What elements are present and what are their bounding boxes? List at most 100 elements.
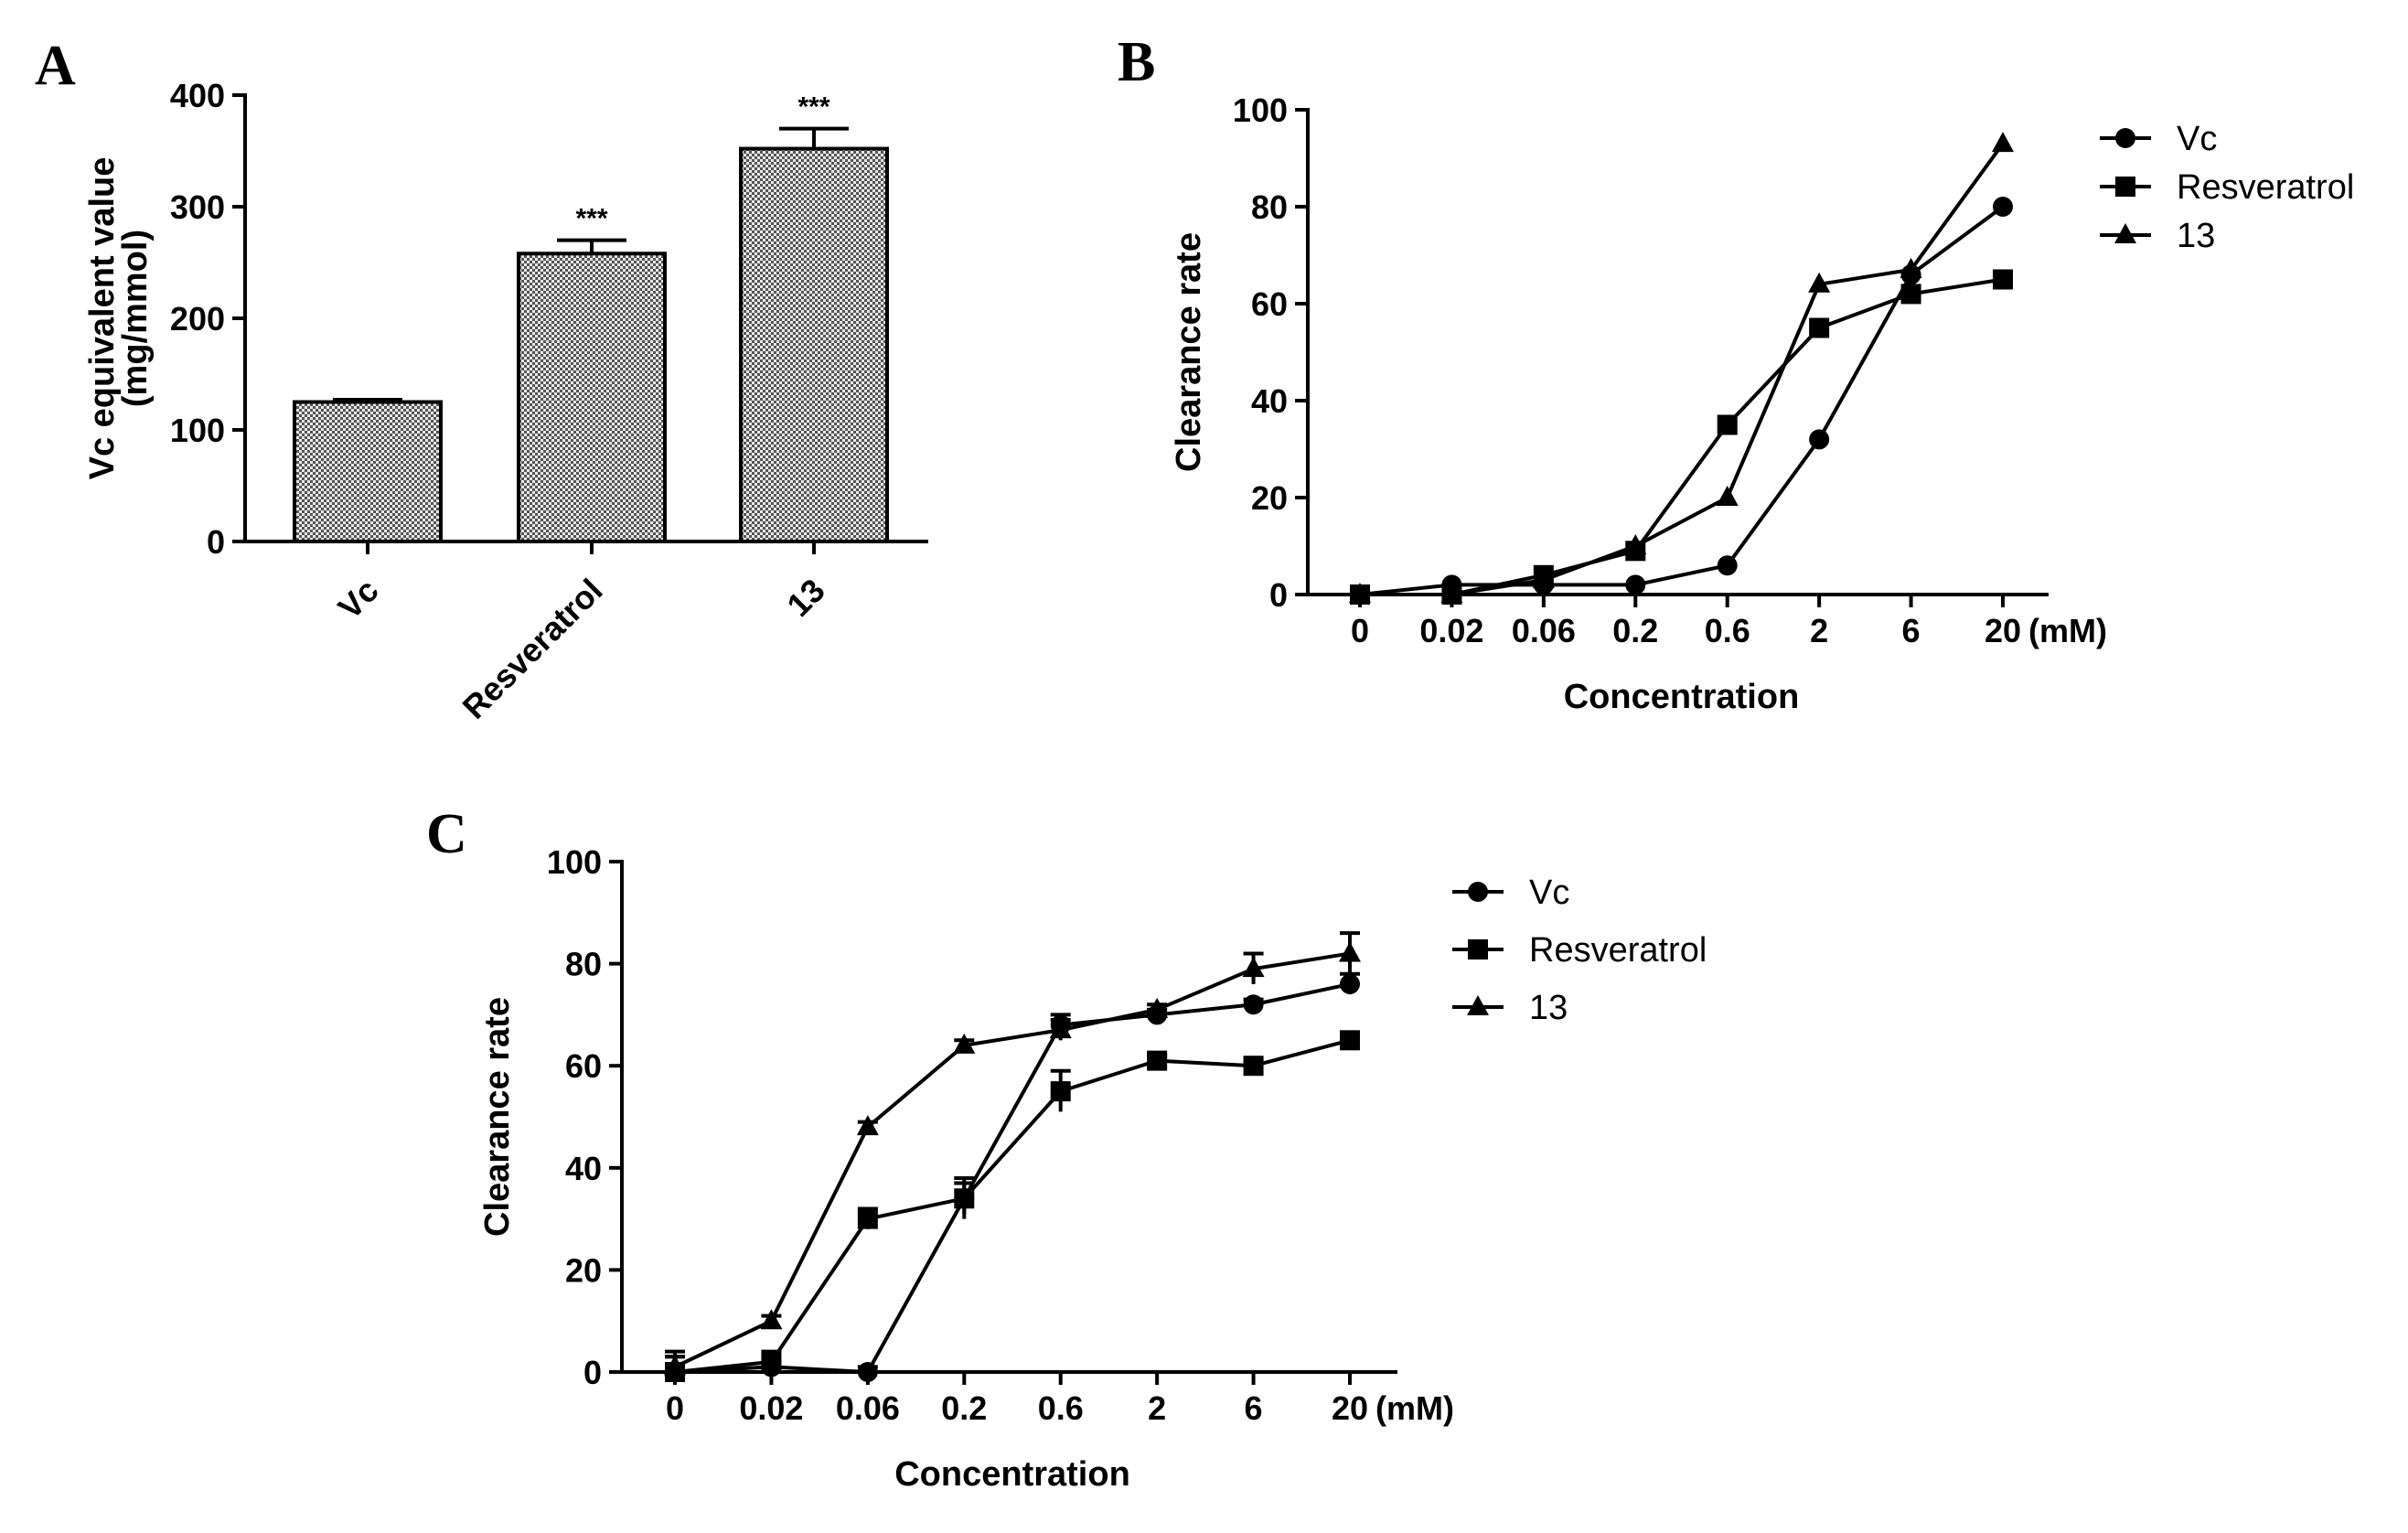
panel-a-bar — [293, 400, 443, 543]
panel-a-y-tick-label: 200 — [170, 300, 225, 338]
panel-c-series-resveratrol-line — [674, 1038, 1351, 1374]
panel-c-series-resveratrol-point — [1050, 1081, 1071, 1102]
panel-c-series-13-point — [664, 1355, 686, 1376]
panel-b-y-tick-label: 100 — [1233, 91, 1288, 129]
panel-c-legend-marker — [1468, 882, 1488, 902]
panel-c-y-tick-label: 100 — [547, 843, 602, 881]
panel-b-series-13-point — [1440, 583, 1463, 603]
panel-c-x-tick-label: 0.2 — [941, 1389, 987, 1427]
panel-b-series-13-point — [1624, 534, 1647, 554]
panel-c-x-tick-label: 0.02 — [739, 1389, 803, 1427]
panel-b-legend-marker — [2115, 128, 2135, 148]
panel-b-y-tick-label: 80 — [1251, 188, 1288, 226]
panel-a-bar-chart: 0 100 200 300 400 Vc *** Resveratrol *** 13 (mg/mm… — [83, 77, 928, 726]
panel-b-y-tick-label: 40 — [1251, 382, 1288, 420]
panel-b-x-tick-label: 0.2 — [1612, 612, 1658, 649]
panel-a-significance-label: *** — [575, 204, 607, 234]
panel-b-y-tick-label: 0 — [1269, 576, 1288, 614]
panel-b-series-13-point — [1900, 257, 1922, 278]
panel-c-y-tick-label: 80 — [565, 946, 602, 983]
panel-b-y-axis-title: Clearance rate — [1170, 232, 1208, 472]
panel-c-series-vc-point — [1243, 994, 1264, 1015]
panel-a-bar — [517, 252, 667, 543]
panel-c-series-13-point — [1146, 997, 1169, 1018]
panel-b-x-tick-label: 20 — [1985, 612, 2021, 649]
panel-b-legend-label: 13 — [2177, 217, 2215, 255]
panel-c-x-tick-label: 2 — [1148, 1389, 1166, 1427]
panel-b-y-tick-label: 60 — [1251, 285, 1288, 323]
panel-b-legend-marker — [2115, 177, 2135, 197]
panel-a-y-tick-label: 0 — [207, 523, 225, 561]
panel-b-series-resveratrol-point — [1809, 317, 1830, 338]
panel-c-y-tick-label: 60 — [565, 1047, 602, 1085]
panel-c-legend-marker — [1468, 939, 1488, 959]
panel-b-legend-label: Vc — [2177, 120, 2217, 158]
panel-label-b: B — [1118, 31, 1155, 93]
panel-c-unit-label: (mM) — [1375, 1389, 1454, 1427]
panel-b-x-tick-label: 0.02 — [1419, 612, 1483, 649]
panel-b-series-13-point — [1532, 568, 1555, 589]
panel-c-y-tick-label: 40 — [565, 1150, 602, 1187]
panel-c-series-resveratrol-point — [857, 1208, 878, 1229]
panel-b-series-13-line — [1360, 142, 2005, 596]
panel-c-y-tick-label: 0 — [583, 1354, 602, 1391]
panel-a-significance-label: *** — [797, 92, 829, 123]
panel-c-x-tick-label: 6 — [1245, 1389, 1263, 1427]
panel-c-series-13-point — [856, 1115, 879, 1136]
panel-c-x-tick-label: 0.06 — [836, 1389, 900, 1427]
panel-c-legend-label: 13 — [1529, 989, 1568, 1027]
panel-b-legend-label: Resveratrol — [2177, 168, 2354, 207]
panel-a-x-tick-label: Resveratrol — [455, 572, 610, 726]
panel-c-legend-label: Resveratrol — [1529, 931, 1707, 970]
panel-b-series-13-point — [1349, 583, 1371, 603]
panel-c-series-resveratrol-point — [954, 1188, 975, 1209]
panel-c-series-13-point — [953, 1033, 976, 1054]
panel-b-series-vc-point — [1625, 574, 1646, 595]
panel-c-series-13-point — [1049, 1018, 1072, 1039]
panel-c-series-resveratrol-point — [761, 1351, 782, 1372]
panel-c-series-resveratrol-point — [1243, 1056, 1264, 1077]
panel-c-series-resveratrol-point — [1147, 1050, 1168, 1071]
panel-b-y-tick-label: 20 — [1251, 479, 1288, 517]
panel-c-series-13-line — [674, 951, 1351, 1369]
panel-c-x-axis-title: Concentration — [894, 1455, 1130, 1494]
panel-c-x-tick-label: 0.6 — [1038, 1389, 1084, 1427]
panel-b-series-vc-point — [1717, 555, 1738, 576]
panel-a-y-axis-title: Vc equivalent value — [83, 157, 122, 480]
panel-c-legend-label: Vc — [1529, 874, 1569, 912]
panel-c-y-tick-label: 20 — [565, 1251, 602, 1289]
panel-a-x-tick-label: 13 — [779, 572, 831, 624]
panel-b-x-tick-label: 6 — [1902, 612, 1921, 649]
panel-c-series-vc-point — [857, 1362, 878, 1382]
panel-b-series-resveratrol-point — [1993, 269, 2013, 290]
panel-a-x-tick-label: Vc — [331, 572, 386, 627]
panel-c-series-vc-line — [674, 981, 1351, 1374]
panel-b-x-tick-label: 0 — [1351, 612, 1369, 649]
panel-b-series-vc-line — [1359, 205, 2005, 596]
panel-label-a: A — [35, 35, 76, 97]
panel-b-legend-marker — [2114, 223, 2136, 243]
panel-b-series-vc-point — [1809, 429, 1830, 450]
panel-b-series-13-point — [1808, 272, 1831, 293]
panel-c-x-tick-label: 0 — [666, 1389, 684, 1427]
panel-c-series-resveratrol-point — [1340, 1030, 1360, 1051]
panel-c-series-13-point — [760, 1309, 783, 1330]
panel-a-y-tick-label: 400 — [170, 77, 225, 114]
panel-a-y-axis-title: (mg/mmol) — [116, 230, 155, 407]
panel-a-y-tick-label: 300 — [170, 188, 225, 226]
panel-c-series-13-point — [1339, 941, 1361, 962]
panel-b-series-vc-point — [1993, 197, 2013, 217]
panel-c-series-vc-point — [1340, 973, 1360, 994]
panel-b-series-13-point — [1716, 486, 1739, 506]
panel-c-legend-marker — [1467, 995, 1489, 1015]
panel-a-y-tick-label: 100 — [170, 412, 225, 449]
panel-b-x-axis-title: Concentration — [1564, 678, 1800, 716]
panel-b-series-resveratrol-point — [1900, 284, 1921, 305]
panel-b-x-tick-label: 2 — [1810, 612, 1828, 649]
panel-b-series-resveratrol-line — [1360, 277, 2004, 596]
panel-a-bar — [739, 146, 889, 543]
panel-b-x-tick-label: 0.6 — [1705, 612, 1750, 649]
panel-c-series-13-point — [1242, 957, 1265, 978]
